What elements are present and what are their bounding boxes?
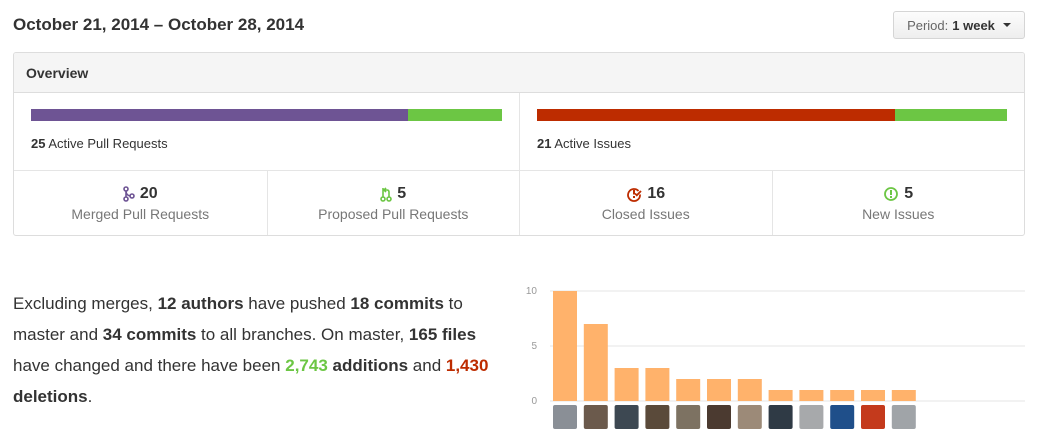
summary-text: . <box>87 387 93 406</box>
author-avatar[interactable] <box>583 405 608 429</box>
commit-summary-text: Excluding merges, 12 authors have pushed… <box>13 288 503 412</box>
commit-bar[interactable] <box>737 379 762 401</box>
stat-value: 20 <box>139 185 158 202</box>
active-issues-caption[interactable]: 21 Active Issues <box>537 136 631 151</box>
y-tick-label: 5 <box>531 341 537 352</box>
issues-closed-segment <box>537 109 896 121</box>
y-tick-label: 10 <box>526 286 538 297</box>
summary-text: to master and <box>13 294 463 344</box>
git-merge-icon <box>123 186 135 202</box>
active-pull-requests-label: Active Pull Requests <box>48 136 168 151</box>
stat-value: 5 <box>904 185 914 202</box>
summary-text: Excluding merges, <box>13 294 158 313</box>
overview-panel: Overview 25 Active Pull Requests 21 Acti… <box>13 52 1025 236</box>
additions-count: 2,743 <box>285 356 328 375</box>
summary-text: and <box>408 356 446 375</box>
period-value: 1 week <box>952 17 995 33</box>
summary-text: to all branches. On master, <box>196 325 409 344</box>
caret-down-icon <box>1002 23 1011 27</box>
pull-requests-summary[interactable]: 25 Active Pull Requests <box>14 93 519 170</box>
commits-by-author-chart: 0 5 10 <box>520 280 1025 448</box>
stat-merged-pull-requests[interactable]: 20 Merged Pull Requests <box>14 171 267 235</box>
author-avatar[interactable] <box>614 405 639 429</box>
commit-bar[interactable] <box>614 368 639 401</box>
commit-bar[interactable] <box>645 368 670 401</box>
commit-bar[interactable] <box>768 390 793 401</box>
commit-bar[interactable] <box>830 390 855 401</box>
stat-value: 16 <box>647 185 666 202</box>
summary-text: have changed and there have been <box>13 356 286 375</box>
period-label: Period: <box>907 17 949 33</box>
master-commits-link[interactable]: 18 commits <box>350 294 444 313</box>
summary-text: have pushed <box>243 294 351 313</box>
issue-closed-icon <box>627 188 642 202</box>
active-issues-count: 21 <box>537 136 552 151</box>
stat-new-issues[interactable]: 5 New Issues <box>771 171 1025 235</box>
overview-title: Overview <box>14 53 1024 93</box>
stat-closed-issues[interactable]: 16 Closed Issues <box>519 171 772 235</box>
commit-bar[interactable] <box>861 390 885 401</box>
commit-bar[interactable] <box>583 324 608 401</box>
deletions-count: 1,430 <box>445 356 489 375</box>
author-avatar[interactable] <box>861 405 885 429</box>
pull-requests-bar <box>31 109 502 121</box>
overview-bars-row: 25 Active Pull Requests 21 Active Issues <box>14 93 1024 171</box>
stat-label: Closed Issues <box>601 206 690 222</box>
commit-bar[interactable] <box>676 379 701 401</box>
git-pull-request-icon <box>380 187 393 202</box>
stat-label: Merged Pull Requests <box>71 206 210 222</box>
commit-bar[interactable] <box>891 390 916 401</box>
commit-bar[interactable] <box>799 390 824 401</box>
pr-proposed-segment <box>407 109 502 121</box>
author-avatar[interactable] <box>830 405 855 429</box>
stat-label: Proposed Pull Requests <box>318 206 469 222</box>
active-issues-label: Active Issues <box>554 136 631 151</box>
issues-summary[interactable]: 21 Active Issues <box>519 93 1024 170</box>
date-range-title: October 21, 2014 – October 28, 2014 <box>13 15 305 34</box>
commit-bar[interactable] <box>707 379 731 401</box>
author-avatar[interactable] <box>891 405 916 429</box>
author-avatar[interactable] <box>737 405 762 429</box>
stat-label: New Issues <box>862 206 935 222</box>
active-pull-requests-caption[interactable]: 25 Active Pull Requests <box>31 136 168 151</box>
author-avatar[interactable] <box>553 405 577 429</box>
pr-merged-segment <box>31 109 408 121</box>
author-avatar[interactable] <box>676 405 701 429</box>
files-changed-count: 165 files <box>408 325 477 344</box>
commit-bar[interactable] <box>553 291 577 401</box>
commits-chart-svg: 0 5 10 <box>526 286 1025 429</box>
stat-proposed-pull-requests[interactable]: 5 Proposed Pull Requests <box>266 171 520 235</box>
overview-stats-row: 20 Merged Pull Requests 5 Proposed Pull … <box>14 171 1024 235</box>
y-tick-label: 0 <box>531 396 537 407</box>
stat-value: 5 <box>397 185 407 202</box>
issues-new-segment <box>895 109 1007 121</box>
author-avatar[interactable] <box>768 405 793 429</box>
active-pull-requests-count: 25 <box>31 136 46 151</box>
author-avatar[interactable] <box>645 405 670 429</box>
issue-opened-icon <box>884 187 899 201</box>
deletions-word: deletions <box>13 387 88 406</box>
additions-word: additions <box>327 356 409 375</box>
all-commits-link[interactable]: 34 commits <box>102 325 197 344</box>
author-avatar[interactable] <box>799 405 824 429</box>
author-avatar[interactable] <box>707 405 731 429</box>
authors-link[interactable]: 12 authors <box>157 294 244 313</box>
period-select-button[interactable]: Period: 1 week <box>893 11 1025 39</box>
issues-bar <box>537 109 1007 121</box>
